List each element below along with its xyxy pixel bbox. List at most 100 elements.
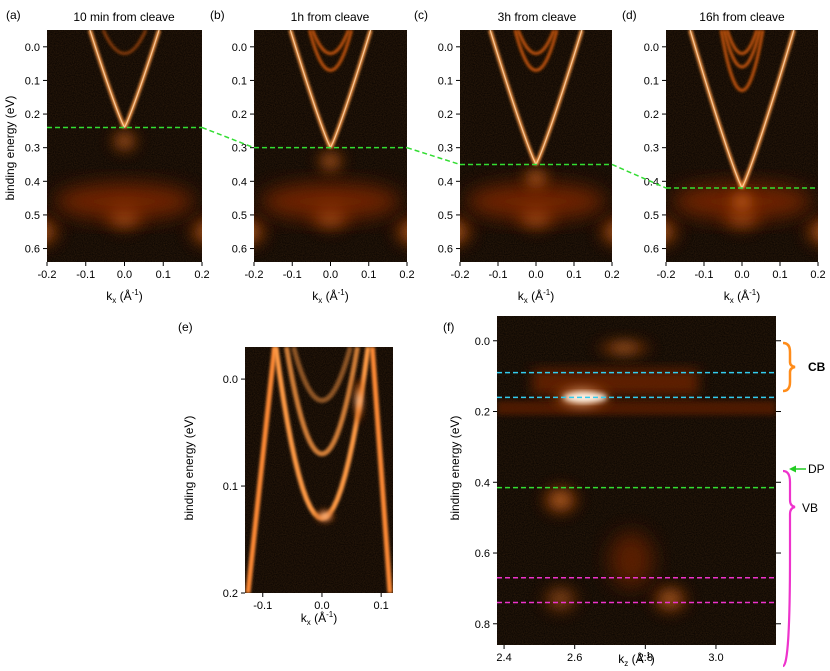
band-edge-hotspot [352,374,365,427]
arpes-panel-b: -0.2 -0.1 0.0 0.1 0.2 0.0 0.1 0.2 0.3 0.4 0.5 0.6 kx… [232,30,415,305]
valence-band-blob [47,210,68,253]
panel-label-f: (f) [443,320,454,334]
y-tick-label: 0.8 [475,619,490,631]
intensity-blob [536,479,585,520]
panel-label-c: (c) [414,8,428,22]
quantum-well-parabola [283,347,360,457]
dp-arrowhead [789,465,796,473]
quantum-well-band [719,30,765,93]
x-tick-label: 0.1 [566,269,581,281]
x-tick-label: -0.1 [283,269,302,281]
intensity-blob [646,579,695,620]
x-axis-label: kx (Å-1) [106,288,142,305]
x-tick-label: 0.0 [117,269,132,281]
panel-label-e: (e) [178,320,193,334]
spectrum [460,30,612,253]
y-tick-label: 0.1 [232,75,247,87]
y-tick-label: 0.2 [223,588,238,600]
x-axis-label: kx (Å-1) [518,288,554,305]
intensity-blob [536,579,585,620]
y-tick-label: 0.0 [25,42,40,54]
title-c: 3h from cleave [498,10,577,24]
x-tick-label: 0.2 [810,269,825,281]
panel-label-b: (b) [210,8,225,22]
y-tick-label: 0.5 [438,210,453,222]
surface-state-core-left [89,30,126,128]
vb-label: VB [802,501,818,515]
x-axis-label: kz (Å-1) [618,651,654,668]
dirac-point-connector [201,126,667,189]
y-tick-label: 0.3 [644,143,659,155]
x-axis-label: kx (Å-1) [312,288,348,305]
valence-band-blob [460,210,481,253]
quantum-well-band [516,30,556,56]
surface-state-core-right [123,30,160,128]
band-bottom-hotspot [313,507,336,524]
y-tick-label: 0.5 [644,210,659,222]
y-tick-label: 0.6 [438,244,453,256]
dirac-point-glow [312,145,349,178]
panel-label-d: (d) [622,8,637,22]
quantum-well-band [722,30,762,69]
y-tick-label: 0.4 [232,176,247,188]
quantum-well-band [311,30,350,56]
quantum-well-band [101,30,148,56]
cb-label: CB [808,360,826,374]
y-tick-label: 0.6 [644,244,659,256]
dp-label: DP [808,462,825,476]
y-tick-label: 0.3 [438,143,453,155]
y-tick-label: 0.2 [25,109,40,121]
quantum-well-band [513,30,559,72]
y-tick-label: 0.5 [232,210,247,222]
dirac-connector-segment [406,146,461,166]
dirac-point-glow [518,161,554,194]
arpes-panel-a: -0.2 -0.1 0.0 0.1 0.2 0.0 0.1 0.2 0.3 0.4 0.5 0.6 kx… [25,30,210,305]
valence-band-continuum [466,183,606,220]
x-tick-label: 0.1 [361,269,376,281]
spectrum [254,30,407,253]
y-tick-label: 0.2 [438,109,453,121]
title-d: 16h from cleave [699,10,785,24]
y-tick-label: 0.0 [475,336,490,348]
x-tick-label: 2.8 [638,652,653,664]
valence-band-blob [181,210,202,253]
valence-band-continuum [54,183,195,220]
surface-state-line [369,347,393,593]
y-tick-label: 0.1 [438,75,453,87]
y-tick-label: 0.2 [232,109,247,121]
quantum-well-band [725,30,759,56]
image-noise [245,347,393,593]
x-tick-label: 0.1 [772,269,787,281]
dirac-point-glow [724,185,760,218]
x-tick-label: -0.2 [38,269,57,281]
dirac-point-glow [106,124,143,157]
x-axis-label: kx (Å-1) [301,610,337,627]
ylabel-e: binding energy (eV) [182,416,196,521]
valence-band-blob [797,210,818,253]
quantum-well-band [308,30,353,72]
surface-state-line [245,347,278,593]
vb-brace [781,469,796,668]
valence-band-blob [386,210,407,253]
spectrum [47,30,202,253]
x-tick-label: 0.2 [194,269,209,281]
spectrum [245,347,393,593]
x-axis-label: kx (Å-1) [724,288,760,305]
x-tick-label: 0.2 [399,269,414,281]
x-tick-label: -0.2 [451,269,470,281]
y-tick-label: 0.2 [475,407,490,419]
valence-band-blob [254,210,275,253]
spectrum [497,335,776,620]
x-tick-label: 0.1 [374,600,389,612]
panel-label-a: (a) [6,8,21,22]
x-tick-label: -0.1 [695,269,714,281]
surface-state-core-right [741,30,795,189]
band-annotations: CB DP VB [781,341,826,668]
ylabel-f: binding energy (eV) [448,416,462,521]
vb-diffuse [609,532,654,589]
y-tick-label: 0.3 [232,143,247,155]
y-tick-label: 0.6 [25,244,40,256]
y-tick-label: 0.3 [25,143,40,155]
surface-state-core-left [689,30,743,189]
